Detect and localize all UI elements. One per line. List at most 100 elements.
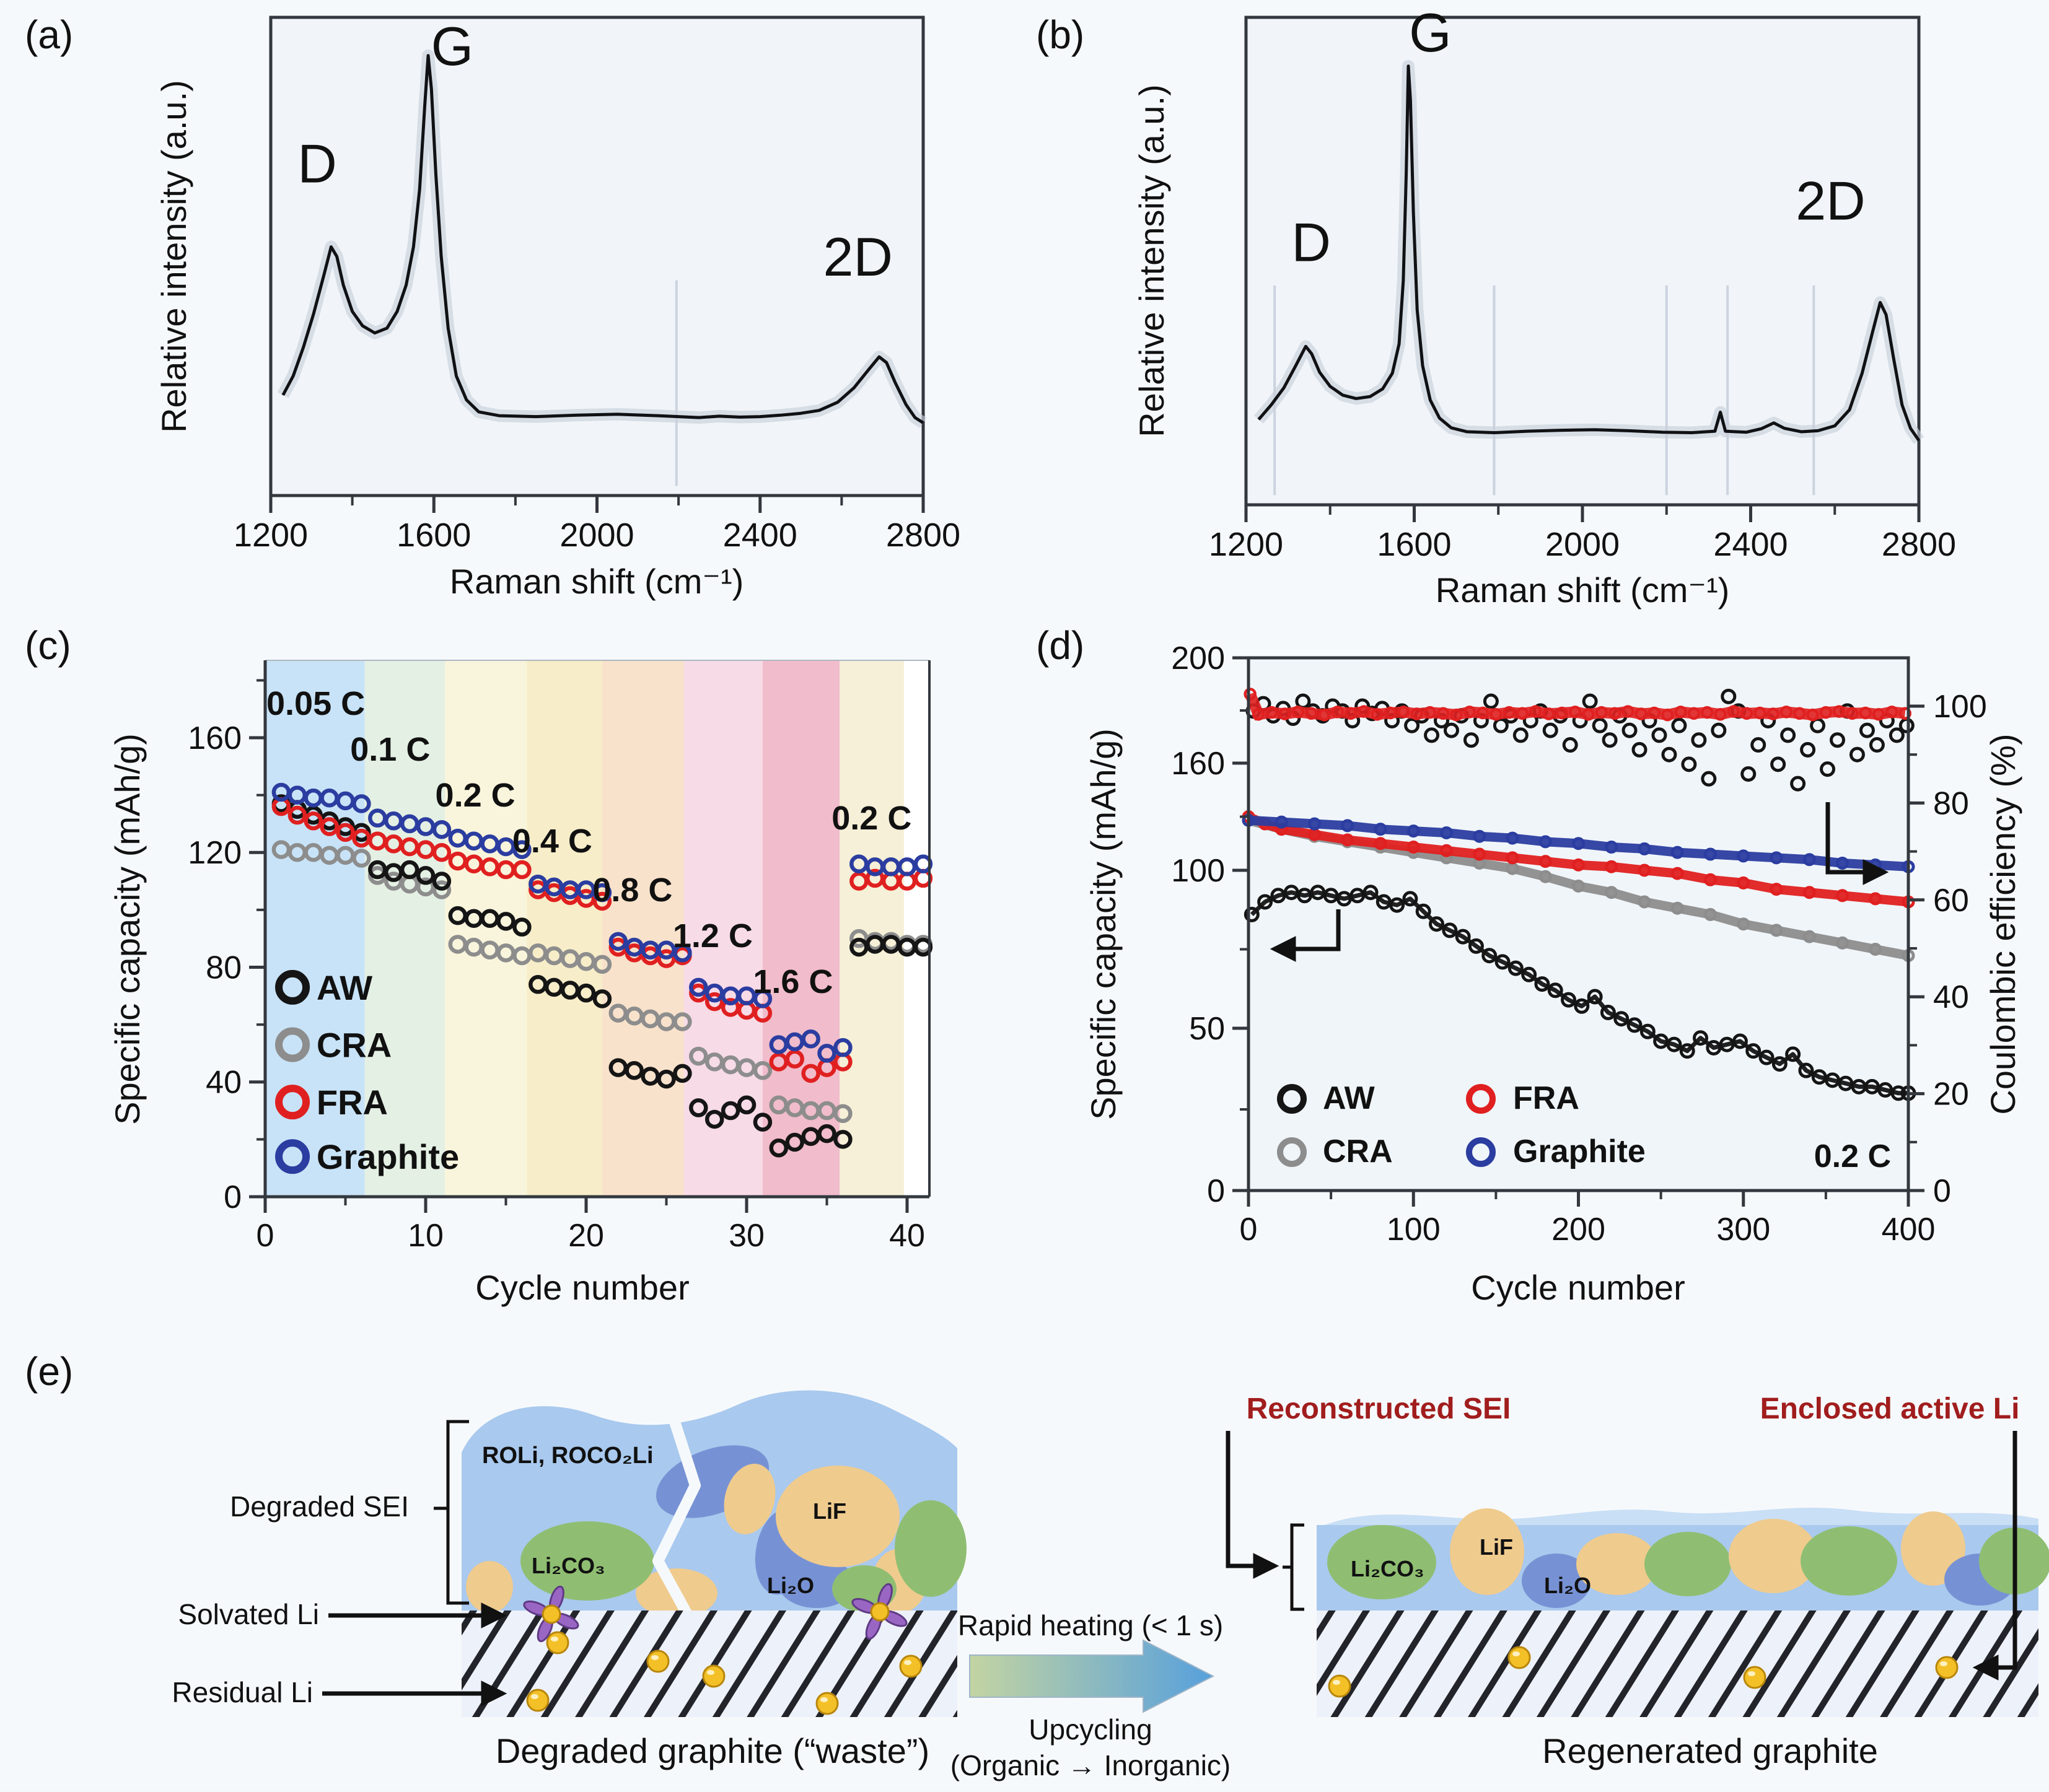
capacity-point-FRA (1341, 833, 1354, 847)
capacity-point-AW (1534, 976, 1550, 992)
sei-blob-li2co3-right (1327, 1525, 1436, 1599)
spectrum-curve (1257, 64, 1921, 442)
legend-label-CRA: CRA (317, 1026, 392, 1065)
residual-li-dot-highlight (1748, 1671, 1755, 1676)
capacity-point-CRA (1737, 917, 1750, 931)
ce-point-FRA (1244, 688, 1257, 701)
x-tick-label: 40 (889, 1218, 925, 1254)
data-point-CRA (592, 955, 612, 974)
residual-li-dot-highlight (904, 1660, 911, 1665)
lif-right-label: LiF (1480, 1534, 1513, 1560)
x-tick-label: 2400 (1713, 526, 1788, 563)
x-tick-label: 1200 (234, 517, 308, 554)
upcycling-arrow (969, 1639, 1215, 1713)
y2-tick-label: 0 (1933, 1173, 1951, 1209)
ce-point-AW (1750, 737, 1766, 753)
ce-point-FRA (1291, 706, 1305, 719)
capacity-point-AW (1257, 894, 1273, 910)
enclosed-li-arrow (1972, 1431, 2017, 1681)
sei-blob-tan (1729, 1519, 1818, 1593)
li2o-right-label: Li₂O (1544, 1573, 1591, 1598)
ce-point-AW (1830, 732, 1846, 748)
ce-point-AW (1800, 741, 1816, 758)
capacity-point-AW (1455, 929, 1471, 945)
x-tick-label: 1600 (1377, 526, 1451, 563)
data-point-Graphite (817, 1044, 836, 1063)
x-tick-label: 1200 (1209, 526, 1283, 563)
capacity-point-AW (1362, 885, 1379, 901)
ce-point-FRA (1503, 706, 1516, 719)
ce-point-FRA (1555, 706, 1569, 720)
legend-marker-Graphite (1466, 1137, 1496, 1167)
panel-b-letter: (b) (1036, 12, 1084, 57)
capacity-point-AW (1429, 916, 1445, 932)
y-tick-label: 0 (224, 1179, 242, 1215)
ce-point-FRA (1766, 707, 1779, 720)
ce-point-FRA (1714, 708, 1727, 721)
sei-blob-lif (776, 1466, 900, 1567)
ce-point-FRA (1252, 708, 1265, 721)
capacity-point-FRA (1506, 851, 1519, 865)
capacity-point-Graphite (1308, 817, 1321, 831)
static-labels: (a) (b) (c) (d) (e) Raman shift (cm⁻¹) R… (25, 12, 2022, 1781)
solvated-li-ion (870, 1602, 890, 1622)
data-point-AW (576, 983, 596, 1003)
ce-point-AW (1661, 746, 1677, 763)
ce-point-AW (1602, 732, 1618, 748)
data-point-FRA (704, 992, 724, 1012)
plot-area (1244, 15, 1921, 507)
capacity-point-AW (1639, 1023, 1656, 1039)
ce-point-AW (1869, 737, 1885, 753)
ce-point-FRA (1265, 706, 1278, 719)
sei-blob-li2o-right (1522, 1554, 1591, 1608)
ce-point-FRA (1753, 706, 1766, 720)
capacity-point-AW (1442, 922, 1458, 938)
capacity-point-FRA (1374, 837, 1387, 850)
ce-point-AW (1770, 756, 1786, 772)
capacity-point-FRA (1406, 841, 1420, 854)
capacity-point-Graphite (1704, 847, 1717, 861)
capacity-point-FRA (1704, 873, 1717, 886)
capacity-point-FRA (1473, 847, 1486, 861)
y-tick-label: 160 (1171, 746, 1225, 782)
legend-label-AW: AW (1323, 1080, 1376, 1116)
enclosed-li-dot (1507, 1646, 1531, 1669)
capacity-point-AW (1244, 906, 1260, 922)
legend-marker-CRA (275, 1027, 310, 1062)
capacity-point-CRA (1802, 930, 1816, 943)
rate-band-0.1C (364, 660, 445, 1197)
ce-point-AW (1790, 776, 1806, 792)
x-tick-label: 300 (1716, 1212, 1770, 1248)
rate-annotation: 0.1 C (350, 731, 430, 768)
data-point-FRA (592, 891, 612, 911)
data-point-FRA (785, 1049, 804, 1069)
capacity-point-Graphite (1440, 826, 1453, 839)
sei-blob-tan (1576, 1533, 1658, 1595)
data-point-FRA (304, 811, 323, 831)
data-point-FRA (287, 805, 307, 825)
capacity-point-AW (1494, 954, 1511, 970)
residual-li-dot-highlight (1512, 1651, 1520, 1656)
y-tick-label: 160 (188, 720, 242, 756)
ce-point-AW (1701, 771, 1717, 787)
solvated-li-label: Solvated Li (178, 1598, 319, 1630)
capacity-point-FRA (1572, 858, 1585, 872)
ce-point-FRA (1410, 707, 1423, 720)
ce-point-FRA (1463, 706, 1476, 719)
panel-e-letter: (e) (25, 1349, 73, 1394)
capacity-point-AW (1732, 1033, 1748, 1049)
capacity-point-CRA (1770, 924, 1783, 937)
capacity-point-FRA (1869, 892, 1882, 906)
ce-point-FRA (1687, 707, 1701, 720)
sei-blob-tan (466, 1561, 513, 1613)
data-point-AW (673, 1064, 692, 1083)
ce-point-FRA (1648, 706, 1661, 720)
capacity-point-FRA (1440, 844, 1453, 857)
y-tick-label: 80 (206, 950, 242, 986)
capacity-point-Graphite (1275, 815, 1288, 829)
legend-marker-FRA (1466, 1084, 1496, 1114)
legend-label-Graphite: Graphite (1513, 1134, 1646, 1169)
capacity-point-AW (1587, 989, 1603, 1005)
ce-point-AW (1542, 722, 1558, 738)
legend-label-FRA: FRA (317, 1083, 388, 1122)
